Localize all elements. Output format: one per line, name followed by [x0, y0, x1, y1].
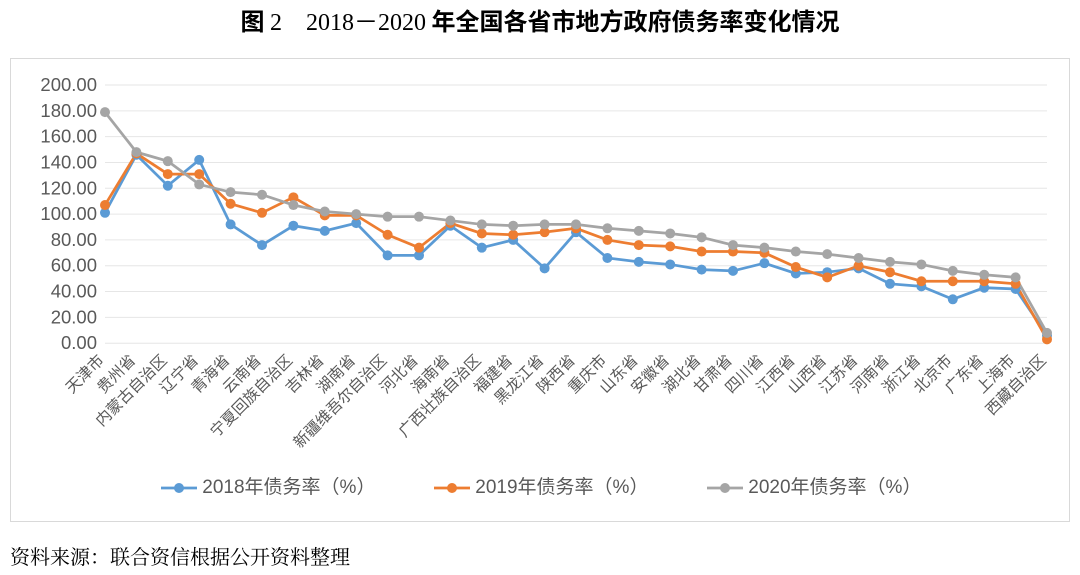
- svg-text:20.00: 20.00: [51, 306, 97, 327]
- svg-text:140.00: 140.00: [40, 151, 97, 172]
- svg-text:80.00: 80.00: [51, 229, 97, 250]
- svg-text:60.00: 60.00: [51, 255, 97, 276]
- svg-text:160.00: 160.00: [40, 126, 97, 147]
- svg-text:180.00: 180.00: [40, 100, 97, 121]
- svg-text:40.00: 40.00: [51, 281, 97, 302]
- svg-text:200.00: 200.00: [40, 74, 97, 95]
- svg-text:100.00: 100.00: [40, 203, 97, 224]
- svg-text:0.00: 0.00: [61, 332, 97, 353]
- svg-text:120.00: 120.00: [40, 177, 97, 198]
